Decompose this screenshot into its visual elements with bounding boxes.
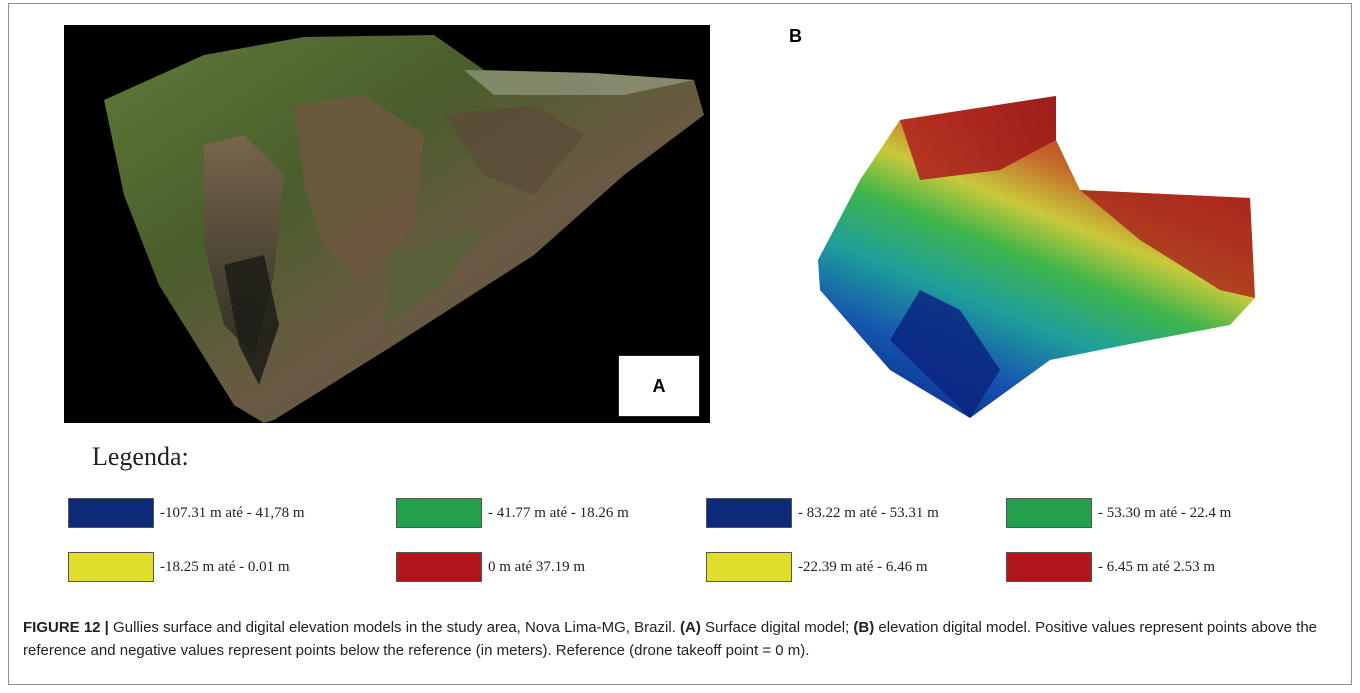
legend-item: -18.25 m até - 0.01 m <box>68 550 290 584</box>
caption-a-text: Surface digital model; <box>700 619 854 636</box>
panel-a-label: A <box>618 355 700 417</box>
legend-swatch <box>1006 498 1092 528</box>
legend-title: Legenda: <box>92 442 189 471</box>
legend-swatch <box>1006 552 1092 582</box>
legend-swatch <box>706 498 792 528</box>
legend-item: - 83.22 m até - 53.31 m <box>706 496 939 530</box>
legend-label: - 6.45 m até 2.53 m <box>1098 558 1216 575</box>
cropped-text-strokes <box>90 603 1240 606</box>
legend-swatch <box>68 498 154 528</box>
caption-a-ref: (A) <box>680 619 701 636</box>
panel-b-label: B <box>789 26 802 46</box>
legend-label: - 83.22 m até - 53.31 m <box>798 504 939 521</box>
figure-caption: FIGURE 12 | Gullies surface and digital … <box>23 616 1341 662</box>
legend-item: 0 m até 37.19 m <box>396 550 585 584</box>
legend-label: 0 m até 37.19 m <box>488 558 586 575</box>
legend-swatch <box>396 498 482 528</box>
caption-b-ref: (B) <box>853 619 875 636</box>
legend-item: - 6.45 m até 2.53 m <box>1006 550 1215 584</box>
legend-label: - 41.77 m até - 18.26 m <box>488 504 629 521</box>
surface-model-image <box>64 25 710 423</box>
surface-model-render <box>104 35 704 423</box>
legend-swatch <box>68 552 154 582</box>
legend-label: - 53.30 m até - 22.4 m <box>1098 504 1232 521</box>
legend-item: - 53.30 m até - 22.4 m <box>1006 496 1231 530</box>
caption-label: FIGURE 12 | <box>23 619 109 636</box>
legend-label: -18.25 m até - 0.01 m <box>160 558 290 575</box>
legend-label: -22.39 m até - 6.46 m <box>798 558 928 575</box>
legend-item: -107.31 m até - 41,78 m <box>68 496 305 530</box>
caption-b-text: elevation digital model. Positive values… <box>23 619 1317 659</box>
caption-intro: Gullies surface and digital elevation mo… <box>108 619 680 636</box>
legend-label: -107.31 m até - 41,78 m <box>160 504 305 521</box>
legend-swatch <box>706 552 792 582</box>
cropped-text-remnant <box>90 598 1240 606</box>
elevation-model-render <box>818 96 1255 418</box>
legend-swatch <box>396 552 482 582</box>
elevation-model-image <box>760 40 1320 430</box>
legend-item: - 41.77 m até - 18.26 m <box>396 496 629 530</box>
legend-item: -22.39 m até - 6.46 m <box>706 550 928 584</box>
